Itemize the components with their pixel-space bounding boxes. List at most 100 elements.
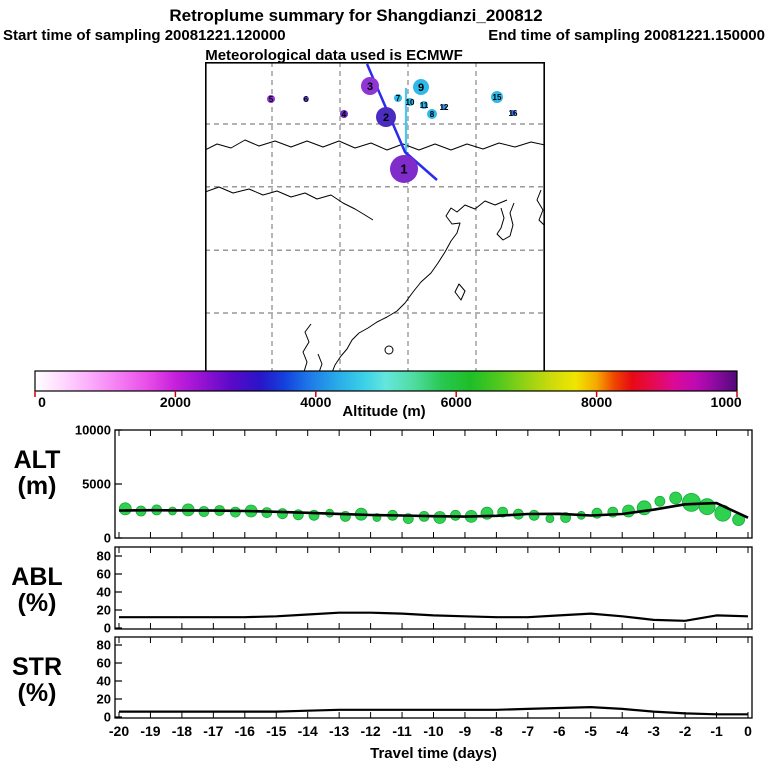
- x-tick-label: -2: [679, 723, 692, 739]
- cluster-bubble-11: [420, 101, 428, 109]
- y-tick-label: 0: [104, 621, 111, 636]
- inner-border-line: [205, 186, 374, 221]
- altitude-bubble: [622, 504, 635, 518]
- y-tick-label: 10000: [75, 423, 111, 438]
- y-tick-label: 80: [97, 549, 111, 564]
- trajectory-lines: [365, 63, 438, 181]
- y-tick-label: 60: [97, 656, 111, 671]
- x-tick-label: -12: [360, 723, 380, 739]
- x-tick-label: -3: [647, 723, 660, 739]
- sampling-times-row: Start time of sampling 20081221.120000 E…: [3, 27, 765, 44]
- cluster-number-7: 7: [396, 94, 401, 103]
- colorbar-gradient: [34, 370, 738, 392]
- cluster-number-4: 4: [342, 110, 347, 119]
- map-gridlines: [205, 62, 545, 375]
- colorbar-tick-label: 2000: [160, 394, 191, 409]
- y-tick-label: 60: [97, 567, 111, 582]
- y-tick-label: 0: [104, 710, 111, 725]
- northern-border-line: [205, 139, 545, 151]
- cluster-bubble-7: [394, 94, 402, 102]
- cluster-bubble-5: [267, 95, 275, 103]
- cluster-bubble-2: [376, 107, 396, 127]
- data-line: [119, 706, 748, 716]
- cluster-bubble-4: [340, 110, 348, 118]
- panel-alt: 0 5000 10000 ALT(m): [14, 423, 753, 546]
- panel-unit: (m): [18, 472, 57, 500]
- cluster-number-8: 8: [430, 110, 435, 119]
- altitude-bubble: [118, 502, 132, 516]
- cluster-number-5: 5: [269, 95, 274, 104]
- x-tick-label: -15: [266, 723, 286, 739]
- colorbar-tick-label: 4000: [300, 394, 331, 409]
- panel-unit: (%): [18, 679, 57, 707]
- panel-label: ALT: [14, 446, 61, 474]
- japan-edge: [536, 189, 545, 227]
- x-tick-label: -18: [172, 723, 192, 739]
- x-tick-label: -19: [140, 723, 160, 739]
- end-time-label: End time of sampling 20081221.150000: [488, 27, 765, 44]
- x-tick-label: -20: [109, 723, 129, 739]
- altitude-bubble: [682, 493, 701, 512]
- y-tick-label: 40: [97, 674, 111, 689]
- hainan-island: [384, 345, 394, 355]
- cluster-bubble-3: [361, 77, 379, 95]
- y-tick-label: 20: [97, 692, 111, 707]
- panel-label: STR: [12, 653, 62, 681]
- x-tick-label: -1: [710, 723, 723, 739]
- cluster-bubble-8: [427, 109, 437, 119]
- cluster-bubble-9: [413, 79, 429, 95]
- y-tick-label: 0: [104, 531, 111, 546]
- china-coastline: [330, 199, 508, 375]
- panel-abl: 0 20 40 60 80 ABL(%): [11, 546, 753, 636]
- panel-frame: [114, 636, 753, 719]
- cluster-number-9: 9: [418, 82, 424, 94]
- data-line: [118, 501, 749, 519]
- page-title: Retroplume summary for Shangdianzi_20081…: [169, 6, 543, 25]
- cluster-number-10: 10: [406, 98, 415, 107]
- cluster-bubble-15: [491, 91, 503, 103]
- timeseries-charts: 0500010000ALT(m)020406080ABL(%)020406080…: [11, 423, 753, 762]
- cluster-bubble-6: [303, 96, 309, 102]
- data-line: [119, 611, 749, 622]
- colorbar-tick-label: 0: [38, 394, 46, 409]
- cluster-number-12: 12: [440, 103, 449, 112]
- altitude-bubble: [698, 498, 716, 516]
- met-data-label: Meteorological data used is ECMWF: [205, 47, 463, 64]
- x-tick-label: -5: [585, 723, 598, 739]
- coastlines: [205, 139, 545, 375]
- cluster-number-16: 16: [509, 109, 518, 118]
- panel-unit: (%): [18, 589, 57, 617]
- start-time-label: Start time of sampling 20081221.120000: [3, 27, 286, 44]
- x-tick-label: -6: [553, 723, 566, 739]
- panel-label: ABL: [11, 563, 62, 591]
- altitude-bubble: [277, 508, 288, 520]
- indochina-lines: [302, 323, 312, 375]
- colorbar-axis-label: Altitude (m): [342, 403, 426, 420]
- map-border: [205, 62, 545, 375]
- x-tick-label: -10: [423, 723, 443, 739]
- cluster-number-1: 1: [400, 162, 407, 177]
- x-tick-label: -8: [490, 723, 503, 739]
- altitude-bubble: [545, 514, 555, 523]
- x-tick-label: -16: [235, 723, 255, 739]
- trajectory-main: [365, 63, 438, 181]
- x-tick-label: -13: [329, 723, 349, 739]
- x-tick-label: -17: [203, 723, 223, 739]
- y-tick-label: 5000: [82, 477, 111, 492]
- altitude-bubble: [528, 509, 540, 521]
- colorbar-tick-label: 6000: [441, 394, 472, 409]
- x-tick-label: 0: [744, 723, 752, 739]
- cluster-number-6: 6: [304, 95, 309, 104]
- panel-frame: [114, 429, 753, 539]
- y-tick-label: 40: [97, 585, 111, 600]
- colorbar-tick-label: 10000: [711, 394, 742, 409]
- altitude-bubble: [654, 495, 666, 507]
- altitude-colorbar: 0 2000 4000 6000 8000 10000: [34, 370, 742, 409]
- y-tick-label: 80: [97, 638, 111, 653]
- cluster-number-3: 3: [367, 81, 373, 93]
- altitude-bubble: [591, 507, 603, 519]
- cluster-number-2: 2: [383, 112, 389, 124]
